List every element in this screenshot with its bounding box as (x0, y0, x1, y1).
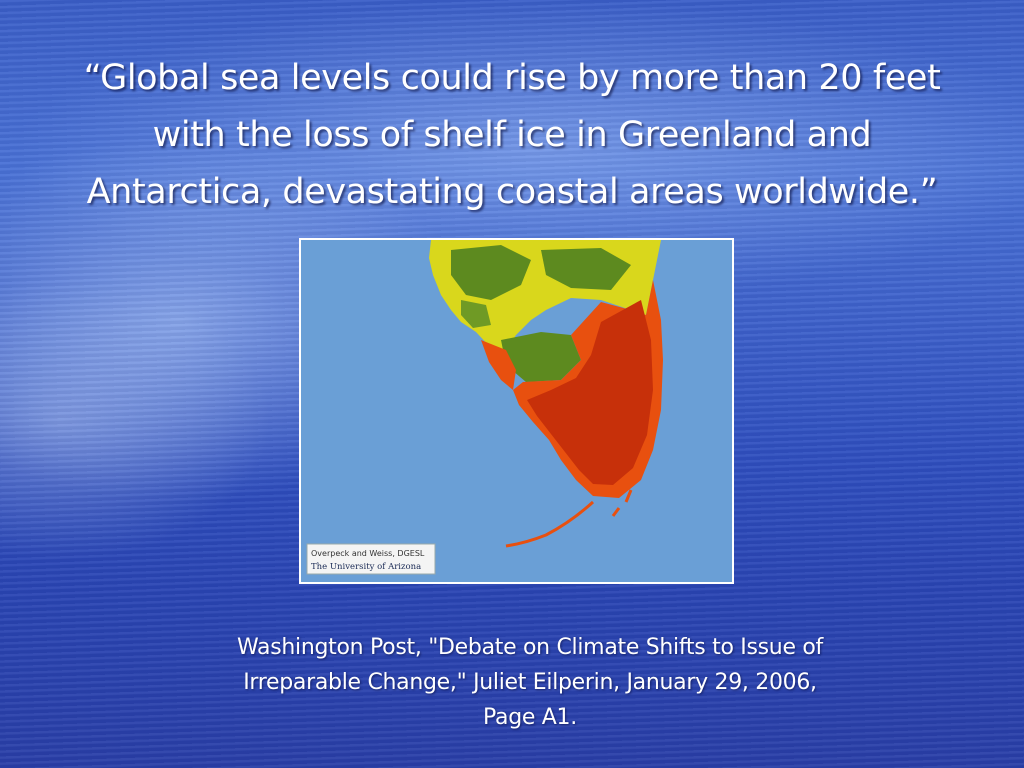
land-green-1 (451, 245, 531, 300)
citation-line-3: Page A1. (483, 705, 577, 730)
land-green-2 (541, 248, 631, 290)
florida-keys-dots (611, 489, 633, 517)
title-line-1: “Global sea levels could rise by more th… (83, 58, 941, 98)
source-citation: Washington Post, "Debate on Climate Shif… (160, 630, 900, 735)
flooded-west-coast (481, 340, 516, 390)
citation-line-1: Washington Post, "Debate on Climate Shif… (237, 635, 823, 660)
citation-line-2: Irreparable Change," Juliet Eilperin, Ja… (243, 670, 817, 695)
title-line-2: with the loss of shelf ice in Greenland … (152, 115, 872, 155)
flooded-inner (527, 300, 653, 485)
credit-line-1: Overpeck and Weiss, DGESL (311, 549, 425, 558)
slide-title: “Global sea levels could rise by more th… (6, 50, 1018, 221)
credit-line-2: The University of Arizona (311, 562, 421, 572)
florida-sea-level-map: Overpeck and Weiss, DGESL The University… (299, 238, 734, 584)
land-green-3 (501, 332, 581, 382)
land-green-4 (461, 300, 491, 328)
title-line-3: Antarctica, devastating coastal areas wo… (86, 172, 938, 212)
map-graphic: Overpeck and Weiss, DGESL The University… (301, 240, 732, 582)
credit-box (306, 543, 436, 575)
florida-keys (505, 500, 595, 548)
